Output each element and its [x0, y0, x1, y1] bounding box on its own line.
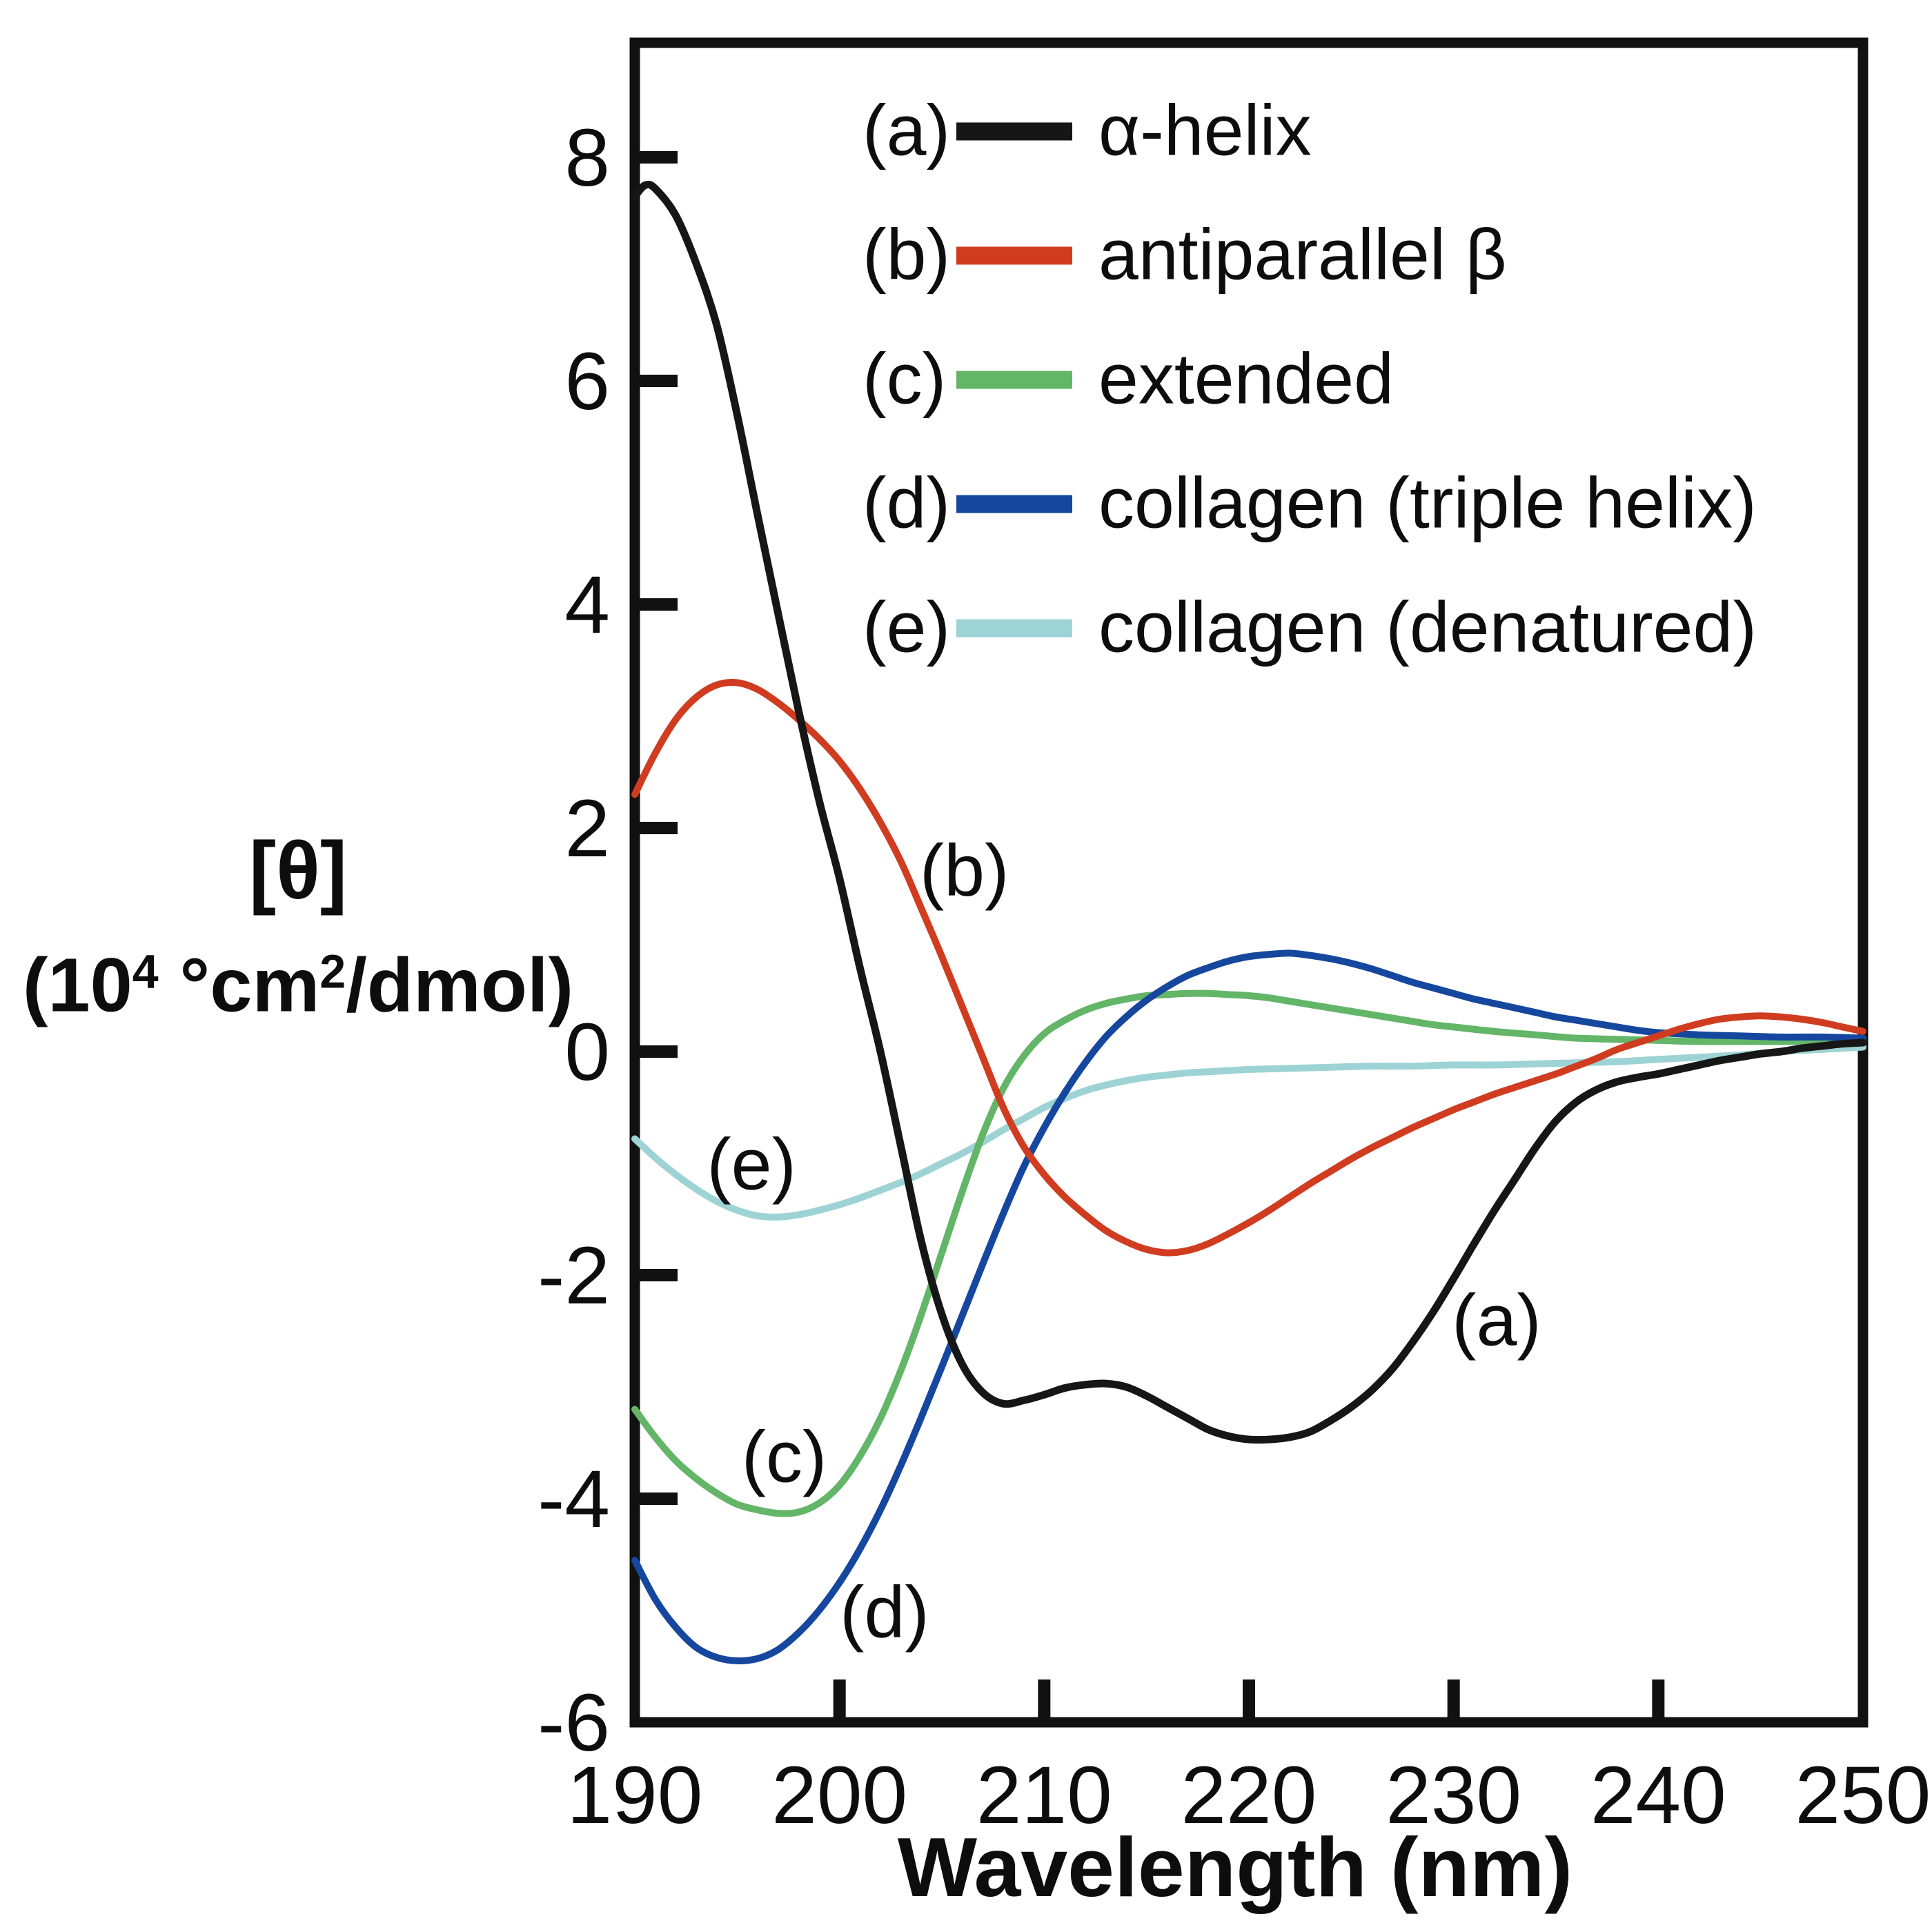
y-units-mid: °cm	[158, 943, 320, 1028]
legend-row-extended: (c) extended	[862, 339, 1394, 421]
legend-swatch-collagen-triple-helix	[956, 495, 1072, 513]
x-tick-label-230: 230	[1386, 1750, 1521, 1841]
curve-alpha-helix	[631, 180, 1867, 1444]
y-tick-label--4: -4	[538, 1454, 610, 1545]
y-units-superscript-2: 2	[319, 945, 346, 998]
x-axis-title: Wavelength (nm)	[897, 1820, 1573, 1914]
y-axis-title-units: (104 °cm2/dmol)	[0, 942, 603, 1030]
legend-key-b: (b)	[862, 215, 951, 295]
axis-tick-labels: 190 200 210 220 230 240 250 8 6 4 2 0 -2 -4 -6	[538, 112, 1931, 1841]
legend-key-c: (c)	[862, 339, 947, 420]
legend-row-alpha-helix: (a) α-helix	[862, 90, 1312, 173]
legend-row-collagen-triple-helix: (d) collagen (triple helix)	[862, 463, 1757, 545]
curve-collagen-triple-helix	[631, 949, 1866, 1664]
y-tick-label-6: 6	[564, 336, 610, 427]
legend-key-e: (e)	[862, 587, 951, 668]
legend-label-collagen-triple-helix: collagen (triple helix)	[1098, 463, 1757, 544]
legend-swatch-alpha-helix	[956, 122, 1072, 140]
y-tick-label-8: 8	[564, 112, 610, 204]
y-units-pre: (10	[22, 943, 132, 1028]
curve-label-b: (b)	[919, 829, 1009, 912]
x-tick-label-190: 190	[567, 1750, 703, 1841]
legend-label-extended: extended	[1098, 339, 1394, 420]
legend-row-collagen-denatured: (e) collagen (denatured)	[862, 587, 1757, 669]
y-tick-label-4: 4	[564, 560, 610, 651]
curve-label-e: (e)	[707, 1123, 796, 1205]
y-tick-label--2: -2	[538, 1230, 610, 1321]
y-tick-label--6: -6	[538, 1677, 610, 1769]
curve-label-d: (d)	[840, 1571, 929, 1653]
axis-ticks	[635, 151, 1665, 1722]
x-tick-label-210: 210	[976, 1750, 1112, 1841]
legend-label-alpha-helix: α-helix	[1098, 90, 1312, 171]
x-tick-label-200: 200	[771, 1750, 907, 1841]
x-tick-label-240: 240	[1590, 1750, 1726, 1841]
legend-label-antiparallel-beta: antiparallel β	[1098, 215, 1507, 295]
legend-key-d: (d)	[862, 463, 951, 544]
legend-swatch-collagen-denatured	[956, 619, 1072, 637]
legend-swatch-extended	[956, 371, 1072, 388]
curve-label-a: (a)	[1452, 1279, 1541, 1361]
curve-collagen-denatured	[631, 1043, 1866, 1221]
legend-row-antiparallel-beta: (b) antiparallel β	[862, 215, 1507, 297]
y-units-superscript-4: 4	[132, 945, 159, 998]
spectra-curves	[631, 180, 1867, 1664]
legend-key-a: (a)	[862, 90, 951, 171]
y-tick-label-2: 2	[564, 783, 610, 874]
y-units-post: /dmol)	[346, 943, 574, 1028]
y-axis-title-symbol: [θ]	[248, 825, 348, 916]
curve-label-c: (c)	[741, 1416, 827, 1498]
legend-label-collagen-denatured: collagen (denatured)	[1098, 587, 1757, 668]
x-tick-label-220: 220	[1181, 1750, 1317, 1841]
curve-antiparallel-beta	[631, 678, 1866, 1257]
curve-extended	[631, 989, 1866, 1517]
y-tick-label-0: 0	[564, 1007, 610, 1098]
legend-swatch-antiparallel-beta	[956, 246, 1072, 264]
x-tick-label-250: 250	[1795, 1750, 1931, 1841]
